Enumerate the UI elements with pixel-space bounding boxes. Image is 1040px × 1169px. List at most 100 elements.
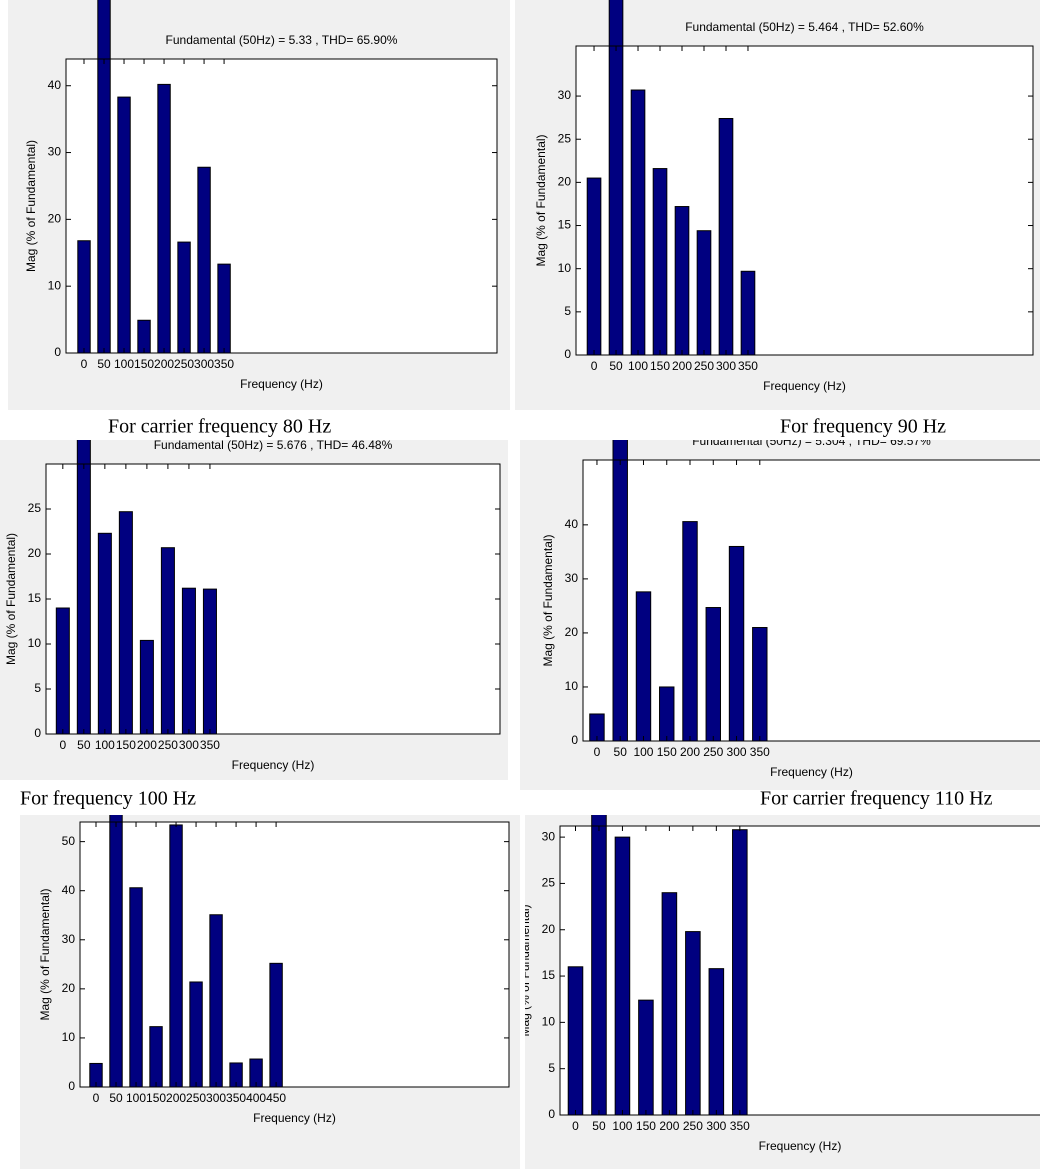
y-tick-label: 10 (62, 1030, 76, 1044)
chart-panel: 0 10 20 30 40 0 50 100 150 200 250 300 350 Fundamenta… (8, 0, 510, 410)
x-tick-label: 250 (186, 1091, 206, 1105)
x-tick-label: 200 (137, 738, 157, 752)
x-tick-label: 50 (614, 745, 628, 759)
x-tick-label: 250 (703, 745, 723, 759)
axes-box (575, 45, 1034, 356)
y-tick-label: 30 (62, 932, 76, 946)
axes-box (582, 459, 1040, 742)
y-tick-label: 10 (565, 679, 579, 693)
x-tick-label: 150 (116, 738, 136, 752)
x-tick-label: 100 (633, 745, 653, 759)
bar (269, 962, 283, 1088)
bar (139, 639, 154, 735)
x-tick-label: 0 (594, 745, 601, 759)
x-tick-label: 0 (572, 1119, 579, 1133)
y-axis-label: Mag (% of Fundamental) (24, 140, 38, 272)
x-tick-label: 350 (730, 1119, 750, 1133)
y-tick-label: 5 (34, 681, 41, 695)
x-tick-label: 100 (612, 1119, 632, 1133)
x-tick-label: 200 (659, 1119, 679, 1133)
bar (638, 999, 654, 1116)
x-tick-label: 400 (246, 1091, 266, 1105)
bar (97, 0, 111, 354)
y-tick-label: 5 (548, 1061, 555, 1075)
x-axis-label: Frequency (Hz) (253, 1111, 336, 1125)
chart-title: Fundamental (50Hz) = 5.676 , THD= 46.48% (154, 438, 393, 452)
axes-background (80, 822, 509, 1087)
x-tick-label: 150 (650, 359, 670, 373)
y-tick-label: 0 (571, 733, 578, 747)
x-tick-label: 200 (166, 1091, 186, 1105)
bar (118, 511, 133, 735)
x-tick-label: 150 (657, 745, 677, 759)
x-tick-label: 150 (146, 1091, 166, 1105)
y-tick-label: 25 (542, 876, 556, 890)
bar (586, 177, 602, 356)
y-tick-label: 10 (48, 278, 62, 292)
y-tick-label: 25 (558, 131, 572, 145)
caption: For carrier frequency 80 Hz (108, 416, 331, 438)
y-tick-label: 10 (28, 636, 42, 650)
axes-background (46, 464, 500, 734)
x-axis-label: Frequency (Hz) (770, 765, 853, 779)
axes-background (576, 46, 1033, 355)
bar (652, 168, 668, 356)
x-tick-label: 0 (81, 357, 88, 371)
y-tick-label: 15 (558, 218, 572, 232)
x-tick-label: 50 (109, 1091, 123, 1105)
bar (718, 118, 734, 356)
x-tick-label: 0 (93, 1091, 100, 1105)
chart-title: Fundamental (50Hz) = 5.464 , THD= 52.60% (685, 20, 924, 34)
bar (728, 545, 745, 742)
bar (117, 96, 131, 354)
bar (217, 263, 231, 354)
y-axis-label: Mag (% of Fundamental) (541, 534, 555, 666)
y-tick-label: 30 (542, 829, 556, 843)
x-tick-label: 350 (738, 359, 758, 373)
bar (635, 591, 652, 742)
x-tick-label: 100 (628, 359, 648, 373)
y-tick-label: 20 (565, 625, 579, 639)
y-axis-label: Mag (% of Fundamental) (4, 533, 18, 665)
x-tick-label: 250 (174, 357, 194, 371)
y-tick-label: 0 (68, 1079, 75, 1093)
x-tick-label: 150 (636, 1119, 656, 1133)
y-tick-label: 40 (48, 78, 62, 92)
caption: For carrier frequency 110 Hz (760, 788, 993, 810)
bar (567, 966, 584, 1116)
y-tick-label: 5 (564, 304, 571, 318)
x-tick-label: 300 (194, 357, 214, 371)
bar (209, 914, 223, 1088)
axes-background (583, 460, 1040, 741)
axes-box (79, 821, 510, 1088)
bar (169, 824, 183, 1088)
y-tick-label: 20 (558, 175, 572, 189)
x-tick-label: 50 (77, 738, 91, 752)
x-tick-label: 150 (134, 357, 154, 371)
bar (696, 230, 712, 356)
y-tick-label: 10 (542, 1015, 556, 1029)
bar (674, 206, 690, 356)
y-tick-label: 15 (542, 968, 556, 982)
y-tick-label: 20 (48, 212, 62, 226)
y-tick-label: 20 (62, 981, 76, 995)
chart-title: Fundamental (50Hz) = 5.304 , THD= 69.57% (692, 434, 931, 448)
x-tick-label: 200 (154, 357, 174, 371)
x-tick-label: 50 (97, 357, 111, 371)
bar (197, 166, 211, 354)
x-tick-label: 0 (59, 738, 66, 752)
y-tick-label: 0 (34, 726, 41, 740)
bar (661, 892, 678, 1116)
x-axis-label: Frequency (Hz) (240, 377, 323, 391)
y-tick-label: 40 (565, 517, 579, 531)
bar (685, 931, 701, 1116)
y-axis-label: Mag (% of Fundamental) (534, 134, 548, 266)
bar (732, 829, 748, 1116)
bar (708, 968, 725, 1116)
x-tick-label: 250 (694, 359, 714, 373)
bar (149, 1026, 163, 1088)
